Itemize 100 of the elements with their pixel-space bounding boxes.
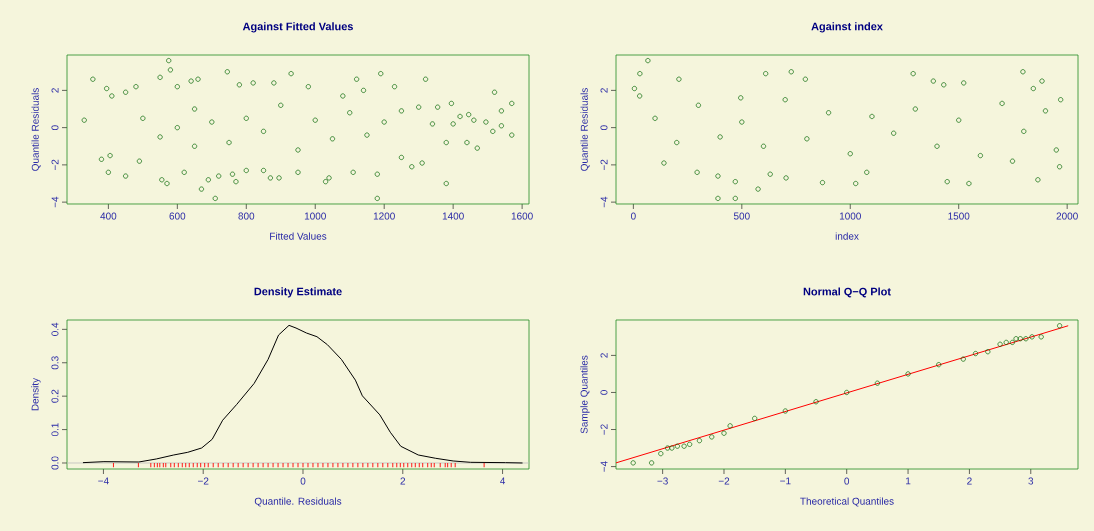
y-tick-label: −4 [600, 196, 608, 208]
point [960, 356, 966, 362]
point [715, 195, 721, 201]
point [739, 119, 745, 125]
point [912, 106, 918, 112]
point [694, 169, 700, 175]
x-tick-label: 1000 [839, 212, 861, 220]
x-tick-label: 500 [733, 212, 750, 220]
point [874, 380, 880, 386]
x-tick-label: −3 [657, 477, 668, 485]
x-tick-label: 2 [967, 477, 972, 485]
y-tick-label: −2 [51, 159, 59, 171]
point [715, 173, 721, 179]
point [709, 434, 715, 440]
point [961, 80, 967, 86]
x-tick-label: −2 [198, 477, 209, 485]
y-tick-label: 0.4 [51, 322, 59, 336]
point [941, 82, 947, 88]
point [910, 71, 916, 77]
y-tick-label: 2 [51, 88, 59, 93]
chart-title: Normal Q−Q Plot [803, 287, 891, 298]
point [669, 445, 675, 451]
point [819, 180, 826, 186]
point [649, 460, 655, 466]
point [844, 389, 850, 396]
point [674, 443, 680, 449]
y-tick-label: −2 [600, 159, 608, 171]
x-tick-label: 800 [238, 212, 255, 220]
x-axis-title: Theoretical Quantiles [800, 497, 894, 507]
point [1057, 164, 1063, 170]
x-tick-label: 2 [400, 477, 406, 485]
x-tick-label: 4 [500, 477, 506, 485]
point [956, 117, 962, 123]
point [891, 130, 897, 136]
point [1057, 323, 1063, 329]
y-tick-label: 0 [600, 390, 608, 395]
point [936, 362, 942, 368]
x-tick-label: 2000 [1056, 212, 1078, 220]
point [652, 115, 658, 121]
point [637, 93, 643, 99]
x-tick-label: 0 [844, 477, 850, 485]
chart-title: Density Estimate [254, 287, 342, 298]
point [930, 78, 936, 84]
x-tick-label: −4 [98, 477, 109, 485]
point [783, 175, 789, 181]
point [1042, 108, 1049, 114]
point [727, 423, 733, 429]
point [985, 349, 991, 355]
point [732, 195, 738, 201]
point [864, 169, 870, 175]
y-tick-label: −2 [600, 424, 608, 435]
point [1017, 336, 1023, 342]
chart-title: Against index [811, 22, 883, 33]
point [674, 139, 680, 146]
point [1009, 339, 1015, 345]
point [966, 180, 972, 187]
point [977, 153, 983, 159]
point [1053, 147, 1059, 153]
point [1030, 85, 1036, 92]
point [1013, 336, 1019, 342]
point [687, 441, 693, 447]
point [973, 350, 979, 357]
point [665, 445, 671, 451]
point [696, 438, 702, 444]
point [782, 408, 788, 414]
x-tick-label: 1200 [373, 212, 395, 220]
point [1029, 334, 1035, 340]
point [637, 71, 643, 77]
point [767, 171, 773, 177]
point [1023, 336, 1029, 342]
point [847, 151, 853, 157]
line-series [82, 324, 524, 464]
x-tick-label: 1600 [511, 212, 533, 220]
y-tick-label: 0 [51, 125, 59, 131]
x-tick-label: −1 [780, 477, 791, 485]
x-tick-label: 1400 [442, 212, 464, 220]
point [676, 76, 682, 82]
y-axis-title: Quantile Residuals [580, 88, 590, 171]
point [732, 179, 738, 185]
y-tick-label: −4 [600, 461, 608, 472]
point [681, 443, 687, 449]
point [853, 180, 859, 187]
point [755, 186, 761, 192]
point [763, 71, 769, 77]
point [752, 415, 758, 421]
point [1009, 158, 1016, 164]
point [658, 451, 664, 457]
point [782, 97, 788, 103]
x-tick-label: 0 [630, 212, 636, 220]
point [717, 134, 723, 140]
point [760, 143, 767, 149]
point [934, 143, 940, 149]
y-axis-title: Quantile Residuals [31, 88, 41, 171]
x-tick-label: 600 [169, 212, 186, 220]
point [804, 136, 810, 142]
point [738, 95, 744, 101]
point [1058, 97, 1064, 103]
y-tick-label: 0.3 [51, 356, 59, 370]
y-tick-label: 0.1 [51, 423, 59, 437]
point [788, 69, 794, 75]
